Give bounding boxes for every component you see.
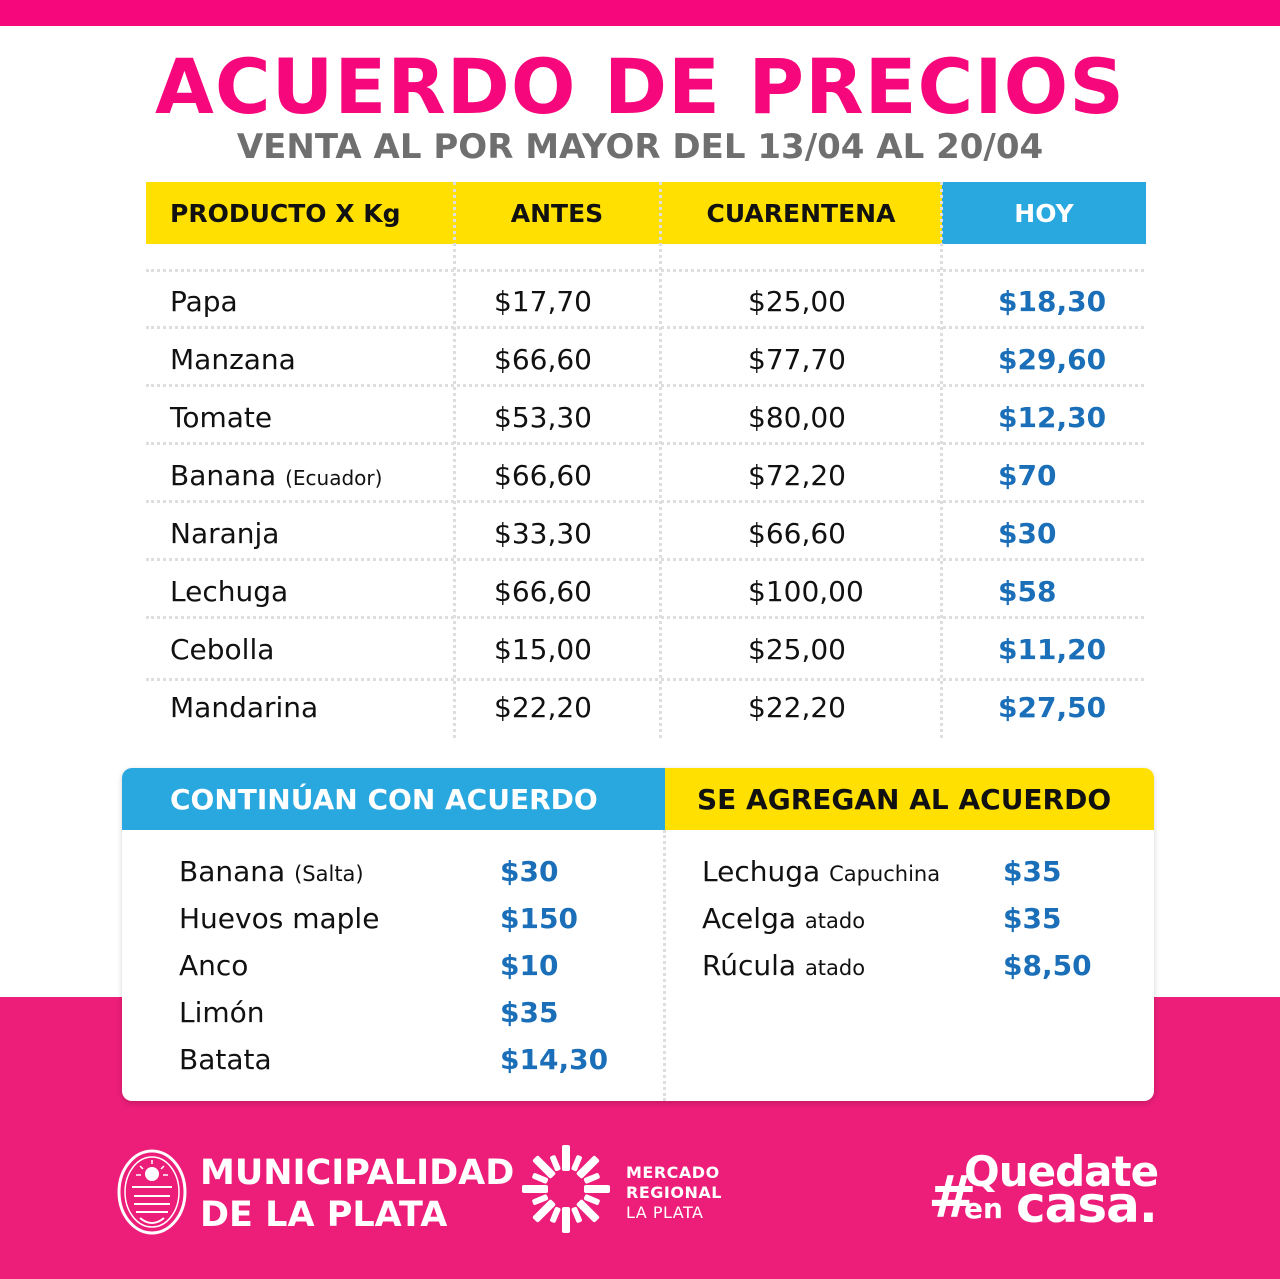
price-cuarentena: $66,60 [748,517,846,550]
price-antes: $66,60 [494,459,592,492]
price-cuarentena: $77,70 [748,343,846,376]
continuan-item-name: Batata [179,1043,272,1076]
col-header-antes: ANTES [454,182,660,244]
agregan-item-price: $8,50 [1003,949,1092,982]
col-header-cuarentena: CUARENTENA [660,182,942,244]
agregan-item-price: $35 [1003,855,1062,888]
agregan-item-price: $35 [1003,902,1062,935]
row-divider [146,558,1144,561]
continuan-item-price: $14,30 [500,1043,609,1076]
price-antes: $22,20 [494,691,592,724]
price-antes: $53,30 [494,401,592,434]
price-hoy: $27,50 [998,691,1107,724]
continuan-header: CONTINÚAN CON ACUERDO [122,768,665,830]
row-divider [146,269,1144,272]
mercado-line3: LA PLATA [626,1203,704,1222]
top-pink-bar [0,0,1280,26]
hashtag-word-quedate: Quedate [964,1147,1159,1196]
price-antes: $33,30 [494,517,592,550]
price-hoy: $11,20 [998,633,1107,666]
mercado-regional-logotype: MERCADO REGIONAL LA PLATA [626,1163,722,1223]
price-antes: $66,60 [494,343,592,376]
price-cuarentena: $25,00 [748,285,846,318]
price-cuarentena: $25,00 [748,633,846,666]
col-header-producto: PRODUCTO X Kg [146,182,454,244]
price-hoy: $18,30 [998,285,1107,318]
hashtag-word-en: en [964,1192,1003,1225]
price-hoy: $58 [998,575,1057,608]
continuan-item-name: Anco [179,949,249,982]
product-name: Cebolla [170,633,275,666]
price-hoy: $29,60 [998,343,1107,376]
item-note: atado [804,956,866,980]
agregan-item-name: Rúcula atado [702,949,866,982]
continuan-item-price: $10 [500,949,559,982]
continuan-item-price: $30 [500,855,559,888]
item-note: (Salta) [294,862,364,886]
price-cuarentena: $72,20 [748,459,846,492]
agregan-item-name: Lechuga Capuchina [702,855,941,888]
continuan-item-price: $35 [500,996,559,1029]
column-divider [453,182,456,738]
row-divider [146,500,1144,503]
product-name: Naranja [170,517,280,550]
hashtag-word-casa: casa. [1016,1176,1158,1234]
price-hoy: $70 [998,459,1057,492]
product-name: Banana (Ecuador) [170,459,383,492]
product-name: Lechuga [170,575,289,608]
continuan-item-name: Limón [179,996,265,1029]
continuan-item-name: Huevos maple [179,902,380,935]
card-column-divider [663,830,666,1101]
continuan-item-name: Banana (Salta) [179,855,364,888]
col-header-hoy: HOY [942,182,1146,244]
price-hoy: $12,30 [998,401,1107,434]
product-name: Tomate [170,401,273,434]
municipalidad-logotype: MUNICIPALIDAD DE LA PLATA [200,1152,514,1236]
row-divider [146,442,1144,445]
column-divider [659,182,662,738]
product-origin-note: (Ecuador) [285,466,383,490]
page-subtitle: VENTA AL POR MAYOR DEL 13/04 AL 20/04 [236,127,1044,167]
row-divider [146,326,1144,329]
agregan-item-name: Acelga atado [702,902,866,935]
column-divider [940,182,943,738]
agregan-header: SE AGREGAN AL ACUERDO [665,768,1154,830]
mercado-line1: MERCADO [626,1163,720,1182]
price-cuarentena: $22,20 [748,691,846,724]
item-note: Capuchina [829,862,941,886]
page-title: ACUERDO DE PRECIOS [155,42,1125,131]
row-divider [146,678,1144,681]
price-cuarentena: $100,00 [748,575,864,608]
municipalidad-line2: DE LA PLATA [200,1195,448,1235]
price-antes: $15,00 [494,633,592,666]
price-cuarentena: $80,00 [748,401,846,434]
item-note: atado [804,909,866,933]
price-antes: $66,60 [494,575,592,608]
mercado-regional-logo-icon [522,1145,610,1233]
row-divider [146,384,1144,387]
hashtag-symbol: # [928,1163,977,1231]
continuan-item-price: $150 [500,902,578,935]
mercado-line2: REGIONAL [626,1183,722,1202]
price-hoy: $30 [998,517,1057,550]
price-antes: $17,70 [494,285,592,318]
product-name: Mandarina [170,691,319,724]
row-divider [146,616,1144,619]
product-name: Papa [170,285,238,318]
municipalidad-seal-icon [117,1149,187,1235]
product-name: Manzana [170,343,296,376]
municipalidad-line1: MUNICIPALIDAD [200,1153,515,1193]
agreement-card: CONTINÚAN CON ACUERDO SE AGREGAN AL ACUE… [122,768,1154,1101]
